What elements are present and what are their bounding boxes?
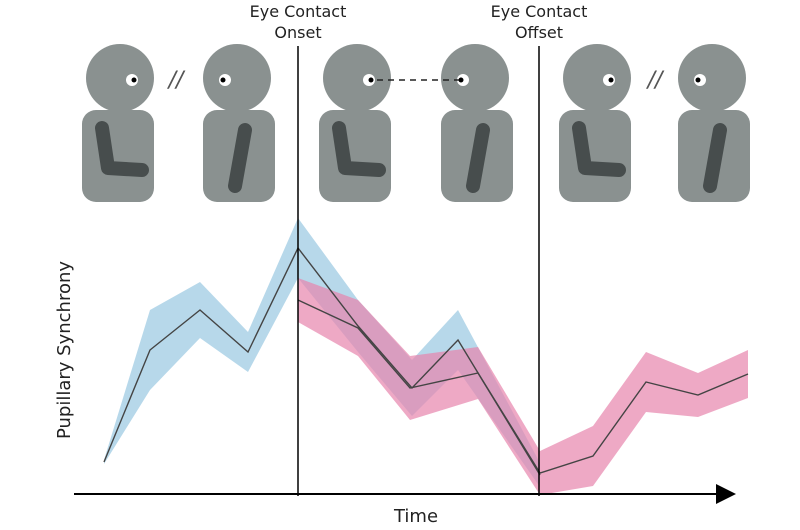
curves xyxy=(103,218,749,495)
no-contact-symbol: // xyxy=(646,68,665,93)
person xyxy=(678,44,750,202)
mean-line xyxy=(297,299,749,474)
axis-arrow xyxy=(716,484,736,504)
y-axis-label: Pupillary Synchrony xyxy=(54,261,75,439)
figures: // // xyxy=(82,44,750,202)
person xyxy=(319,44,391,202)
confidence-band xyxy=(298,278,748,495)
marker-label: Eye Contact xyxy=(250,2,347,21)
person xyxy=(441,44,513,202)
x-axis-label: Time xyxy=(393,506,438,527)
marker-label: Onset xyxy=(274,23,321,42)
person xyxy=(559,44,631,202)
person xyxy=(203,44,275,202)
marker-label: Eye Contact xyxy=(491,2,588,21)
no-contact-symbol: // xyxy=(167,68,186,93)
marker-label: Offset xyxy=(515,23,563,42)
person xyxy=(82,44,154,202)
